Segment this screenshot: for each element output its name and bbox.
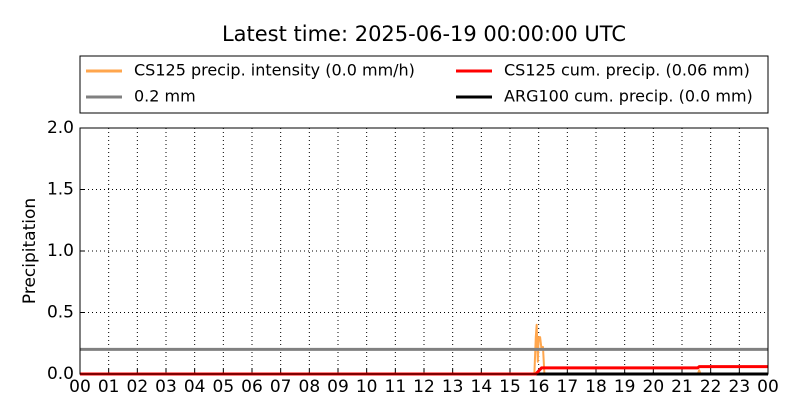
- x-tick-label: 18: [585, 377, 607, 397]
- x-tick-label: 09: [327, 377, 349, 397]
- y-axis-label: Precipitation: [20, 198, 40, 304]
- x-tick-label: 15: [499, 377, 521, 397]
- x-tick-label: 21: [671, 377, 693, 397]
- plot-frame: [79, 127, 769, 375]
- x-tick-label: 02: [127, 377, 149, 397]
- x-tick-label: 05: [213, 377, 235, 397]
- x-tick-label: 04: [184, 377, 206, 397]
- x-tick-label: 14: [471, 377, 493, 397]
- x-tick-label: 07: [270, 377, 292, 397]
- y-tick-label: 2.0: [47, 118, 74, 138]
- x-tick-label: 17: [557, 377, 579, 397]
- x-tick-label: 01: [98, 377, 120, 397]
- x-tick-label: 12: [413, 377, 435, 397]
- y-tick-label: 0.0: [47, 364, 74, 384]
- y-tick-label: 1.0: [47, 241, 74, 261]
- x-tick-label: 19: [614, 377, 636, 397]
- x-tick-label: 03: [155, 377, 177, 397]
- x-tick-label: 00: [757, 377, 779, 397]
- x-tick-label: 06: [241, 377, 263, 397]
- x-tick-label: 00: [69, 377, 91, 397]
- legend-label: CS125 cum. precip. (0.06 mm): [504, 61, 750, 80]
- chart-title: Latest time: 2025-06-19 00:00:00 UTC: [222, 22, 626, 46]
- x-tick-label: 16: [528, 377, 550, 397]
- x-tick-label: 22: [700, 377, 722, 397]
- y-tick-label: 0.5: [47, 303, 74, 323]
- x-tick-label: 10: [356, 377, 378, 397]
- x-tick-label: 20: [643, 377, 665, 397]
- legend-box: [79, 55, 769, 114]
- legend-label: CS125 precip. intensity (0.0 mm/h): [134, 61, 415, 80]
- x-tick-label: 08: [299, 377, 321, 397]
- legend-label: 0.2 mm: [134, 87, 196, 106]
- legend-label: ARG100 cum. precip. (0.0 mm): [504, 87, 753, 106]
- x-tick-label: 13: [442, 377, 464, 397]
- x-tick-label: 23: [729, 377, 751, 397]
- y-tick-label: 1.5: [47, 180, 74, 200]
- x-tick-label: 11: [385, 377, 407, 397]
